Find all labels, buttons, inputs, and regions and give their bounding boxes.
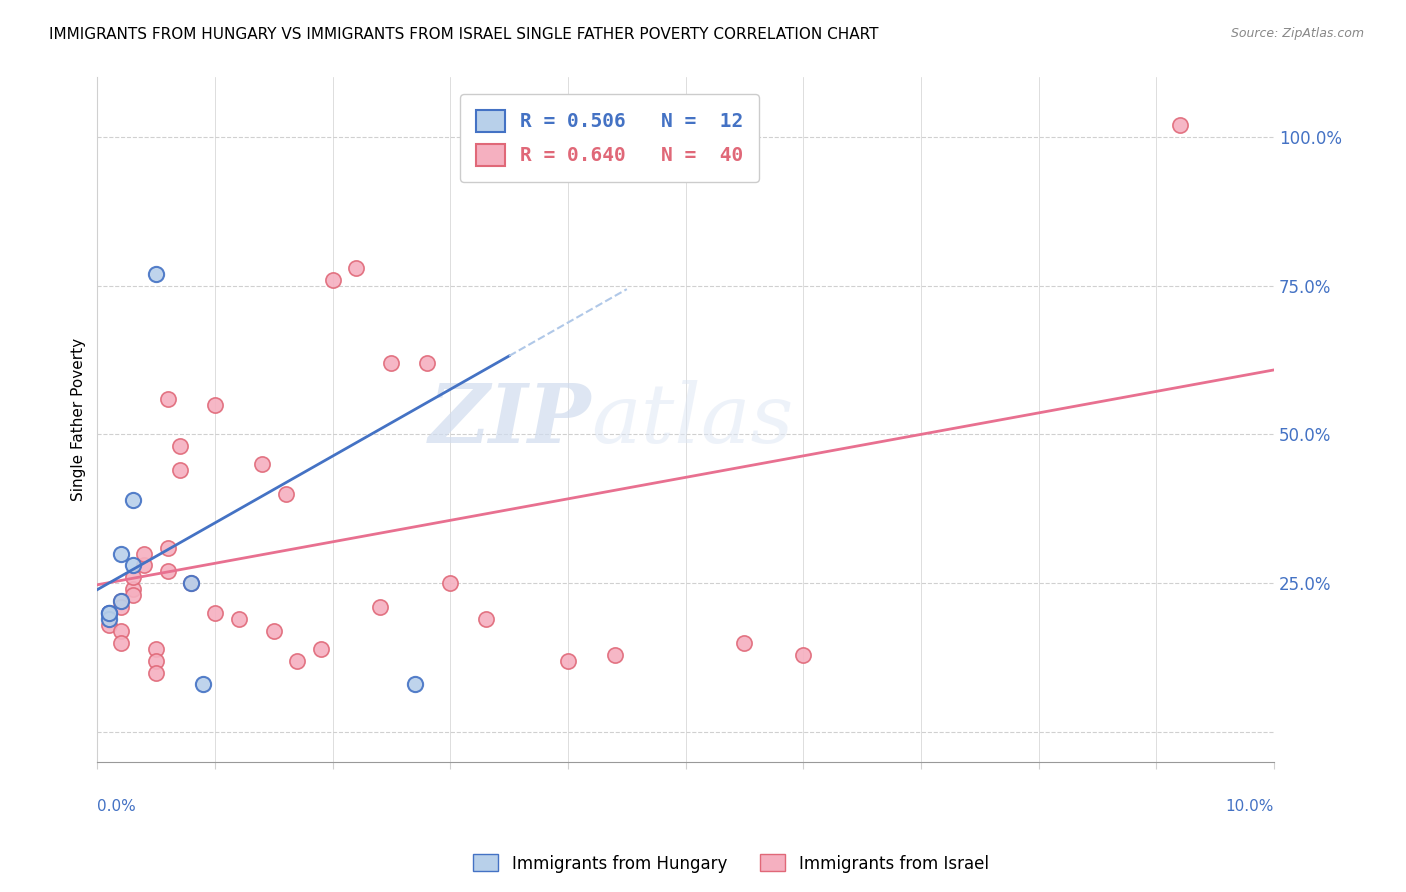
Text: atlas: atlas [592,380,794,459]
Point [110,636,132,650]
Point [156,565,179,579]
Point [557,654,579,668]
Point [98,606,121,620]
Point [110,600,132,615]
Point [145,267,167,281]
Point [380,356,402,370]
Point [274,487,297,501]
Point [733,636,755,650]
Point [498,130,520,145]
Y-axis label: Single Father Poverty: Single Father Poverty [72,338,86,501]
Point [145,665,167,680]
Point [416,356,439,370]
Point [134,547,156,561]
Point [180,576,202,591]
Point [792,648,814,662]
Point [169,463,191,477]
Text: Source: ZipAtlas.com: Source: ZipAtlas.com [1230,27,1364,40]
Point [193,677,215,691]
Point [322,273,344,287]
Point [156,541,179,555]
Point [474,612,496,626]
Legend: R = 0.506   N =  12, R = 0.640   N =  40: R = 0.506 N = 12, R = 0.640 N = 40 [460,94,759,182]
Point [180,576,202,591]
Point [98,606,121,620]
Text: ZIP: ZIP [429,380,592,459]
Text: 10.0%: 10.0% [1226,799,1274,814]
Point [121,570,143,584]
Point [110,594,132,608]
Point [204,606,226,620]
Point [228,612,250,626]
Point [169,439,191,453]
Point [1168,118,1191,132]
Point [603,648,626,662]
Point [156,392,179,406]
Point [404,677,426,691]
Point [110,594,132,608]
Point [121,582,143,597]
Point [98,618,121,632]
Point [204,398,226,412]
Point [110,624,132,638]
Point [121,588,143,602]
Text: IMMIGRANTS FROM HUNGARY VS IMMIGRANTS FROM ISRAEL SINGLE FATHER POVERTY CORRELAT: IMMIGRANTS FROM HUNGARY VS IMMIGRANTS FR… [49,27,879,42]
Point [121,558,143,573]
Point [121,492,143,507]
Point [344,260,367,275]
Point [368,600,391,615]
Point [98,612,121,626]
Point [263,624,285,638]
Point [287,654,309,668]
Point [134,558,156,573]
Legend: Immigrants from Hungary, Immigrants from Israel: Immigrants from Hungary, Immigrants from… [467,847,995,880]
Point [145,641,167,656]
Point [250,457,273,471]
Point [98,606,121,620]
Point [439,576,461,591]
Text: 0.0%: 0.0% [97,799,136,814]
Point [309,641,332,656]
Point [145,654,167,668]
Point [110,547,132,561]
